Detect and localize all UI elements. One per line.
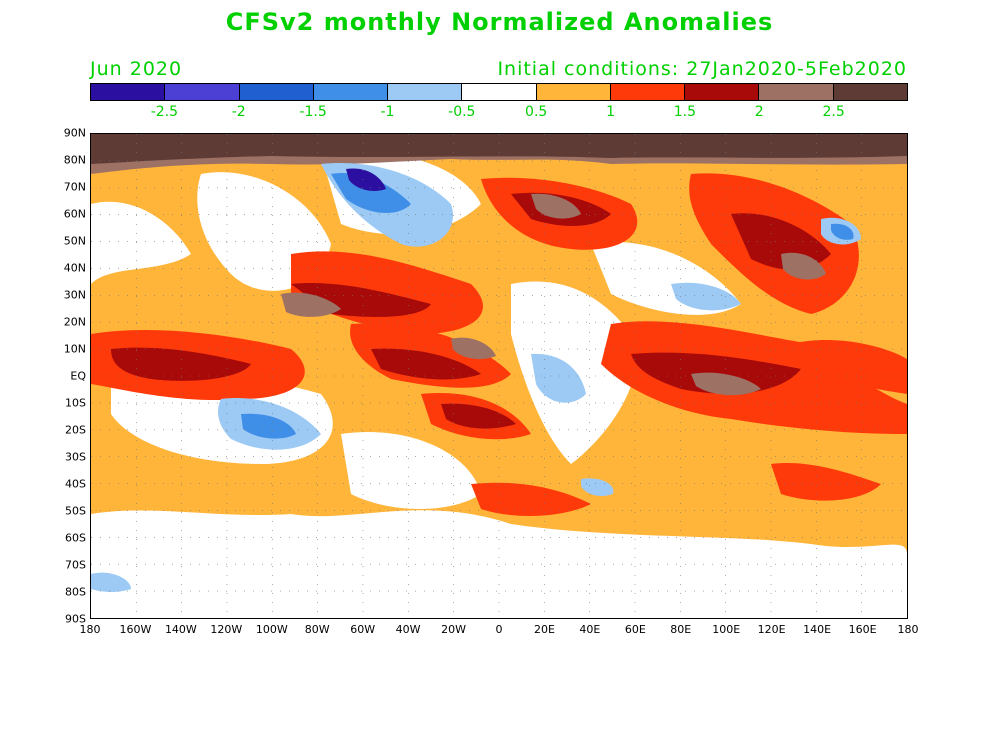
colorbar-swatch [165,84,240,100]
latitude-label: 30N [63,288,86,302]
colorbar-swatch [610,84,686,100]
longitude-label: 60E [624,623,646,636]
map-svg [91,134,907,618]
colorbar-label: -2 [231,104,246,120]
latitude-label: 40N [63,261,86,275]
latitude-label: 90S [65,612,86,626]
longitude-label: 180 [79,623,101,636]
longitude-label: 160E [848,623,877,636]
longitude-label: 140W [164,623,197,636]
longitude-label: 140E [803,623,832,636]
longitude-label: 60W [350,623,376,636]
latitude-label: 20S [65,423,86,437]
latitude-label: 40S [65,477,86,491]
latitude-label: 70N [63,180,86,194]
longitude-label: 80E [670,623,692,636]
moderate-negative-regions [241,173,854,439]
colorbar-swatch [462,84,537,100]
longitude-label: 20E [533,623,555,636]
colorbar-label: 2.5 [822,104,845,120]
latitude-label: 80S [65,585,86,599]
latitude-label: 20N [63,315,86,329]
longitude-label: 100W [255,623,288,636]
map-title: CFSv2 monthly Normalized Anomalies [225,8,774,36]
antarctic-region [251,552,907,618]
strong-negative-regions [346,168,386,191]
anomaly-map [90,133,908,619]
arctic-extreme-region [91,134,907,164]
latitude-label: 60S [65,531,86,545]
colorbar [90,83,908,101]
latitude-label: 50S [65,504,86,518]
latitude-label: EQ [70,369,86,383]
latitude-label: 10N [63,342,86,356]
longitude-label: 0 [495,623,503,636]
colorbar-swatch [313,84,389,100]
colorbar-swatch [685,84,760,100]
colorbar-label: 1 [606,104,615,120]
colorbar-swatch [833,84,907,100]
colorbar-label: 1.5 [673,104,697,120]
forecast-month: Jun 2020 [90,58,183,80]
longitude-label: 40W [395,623,421,636]
colorbar-label: -1.5 [299,104,327,120]
initial-conditions: Initial conditions: 27Jan2020-5Feb2020 [497,58,907,80]
colorbar-swatch [91,84,166,100]
colorbar-swatch [536,84,611,100]
colorbar-label: 0.5 [525,104,548,120]
colorbar-swatch [759,84,834,100]
longitude-label: 120E [757,623,786,636]
latitude-label: 90N [63,126,86,140]
longitude-label: 160W [119,623,152,636]
latitude-label: 30S [65,450,86,464]
longitude-label: 100E [712,623,741,636]
latitude-label: 50N [63,234,86,248]
longitude-label: 80W [304,623,330,636]
longitude-label: 180 [897,623,919,636]
colorbar-swatch [239,84,314,100]
latitude-label: 10S [65,396,86,410]
colorbar-label: 2 [754,104,764,120]
longitude-label: 40E [579,623,601,636]
colorbar-label: -0.5 [448,104,476,120]
latitude-label: 80N [63,153,86,167]
colorbar-swatch [388,84,463,100]
map-grid [91,134,907,618]
latitude-label: 70S [65,558,86,572]
colorbar-label: -2.5 [150,104,179,120]
colorbar-label: -1 [380,104,395,120]
longitude-label: 120W [210,623,243,636]
longitude-label: 20W [441,623,466,636]
latitude-label: 60N [63,207,86,221]
